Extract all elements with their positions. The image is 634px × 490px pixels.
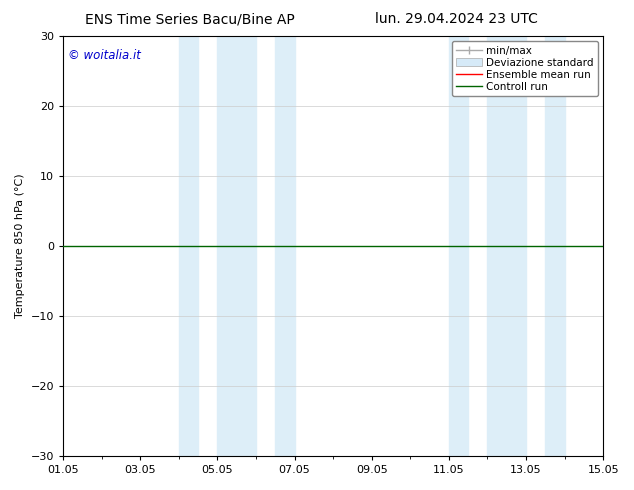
Legend: min/max, Deviazione standard, Ensemble mean run, Controll run: min/max, Deviazione standard, Ensemble m… xyxy=(452,41,598,96)
Bar xyxy=(217,36,256,456)
Bar xyxy=(545,36,565,456)
Text: lun. 29.04.2024 23 UTC: lun. 29.04.2024 23 UTC xyxy=(375,12,538,26)
Y-axis label: Temperature 850 hPa (°C): Temperature 850 hPa (°C) xyxy=(15,174,25,318)
Text: ENS Time Series Bacu/Bine AP: ENS Time Series Bacu/Bine AP xyxy=(86,12,295,26)
Bar xyxy=(488,36,526,456)
Bar xyxy=(179,36,198,456)
Text: © woitalia.it: © woitalia.it xyxy=(68,49,141,62)
Bar xyxy=(275,36,295,456)
Bar xyxy=(449,36,468,456)
